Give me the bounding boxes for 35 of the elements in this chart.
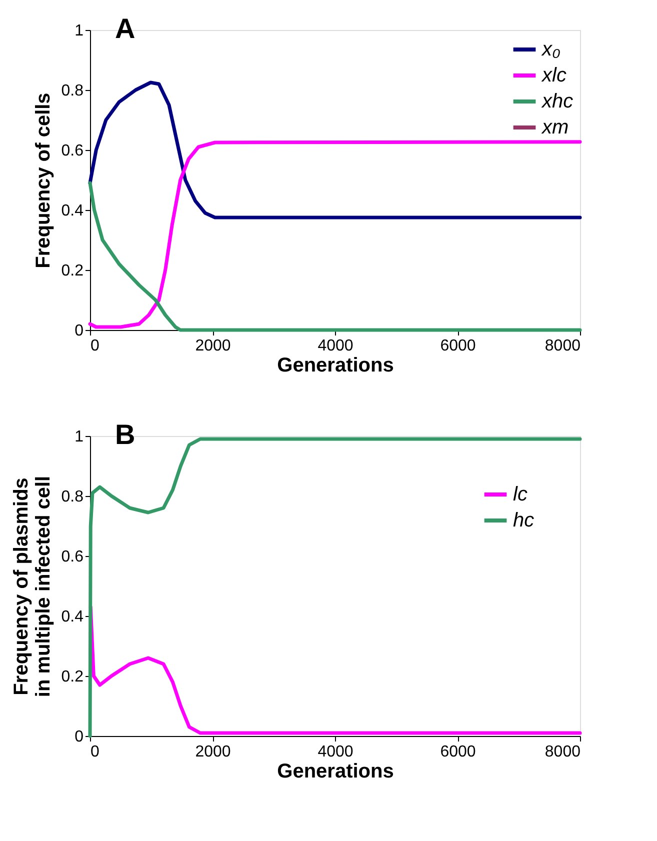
y-tick-label: 0.2 (61, 262, 84, 280)
x-tick-label: 0 (90, 744, 100, 760)
legend-label: x₀ (541, 38, 560, 60)
x-tick-label: 8000 (544, 338, 581, 354)
x-tick-label: 0 (90, 338, 100, 354)
legend-label: xm (541, 116, 569, 138)
x-tick-label: 4000 (318, 338, 354, 354)
x-tick-label: 2000 (195, 338, 231, 354)
x-tick-label: 2000 (195, 744, 231, 760)
chart-title: A (115, 13, 136, 44)
y-tick-label: 0 (74, 322, 84, 340)
line-series (88, 80, 582, 220)
x-tick-label: 8000 (544, 744, 581, 760)
y-tick-label: 0.4 (61, 202, 84, 220)
y-tick-label: 0 (74, 728, 84, 746)
legend-label: hc (513, 510, 534, 532)
y-axis-title: Frequency of plasmids in multiple infected cell (10, 476, 54, 698)
y-tick-label: 0.6 (61, 142, 84, 160)
y-tick-label: 0.4 (61, 608, 84, 626)
legend-label: lc (513, 484, 528, 506)
x-tick-label: 6000 (440, 744, 476, 760)
y-tick-label: 0.6 (61, 548, 84, 566)
y-axis-title: Frequency of cells (32, 92, 54, 268)
y-tick-label: 1 (74, 428, 84, 446)
y-tick-label: 0.8 (61, 82, 84, 100)
x-tick-label: 6000 (440, 338, 476, 354)
y-tick-label: 0.8 (61, 488, 84, 506)
legend-label: xhc (541, 90, 574, 112)
y-tick-label: 1 (74, 22, 84, 40)
x-tick-label: 4000 (318, 744, 354, 760)
x-axis-title: Generations (277, 354, 394, 376)
legend-label: xlc (541, 64, 566, 86)
chart-title: B (115, 419, 136, 450)
x-axis-title: Generations (277, 760, 394, 782)
y-tick-label: 0.2 (61, 668, 84, 686)
